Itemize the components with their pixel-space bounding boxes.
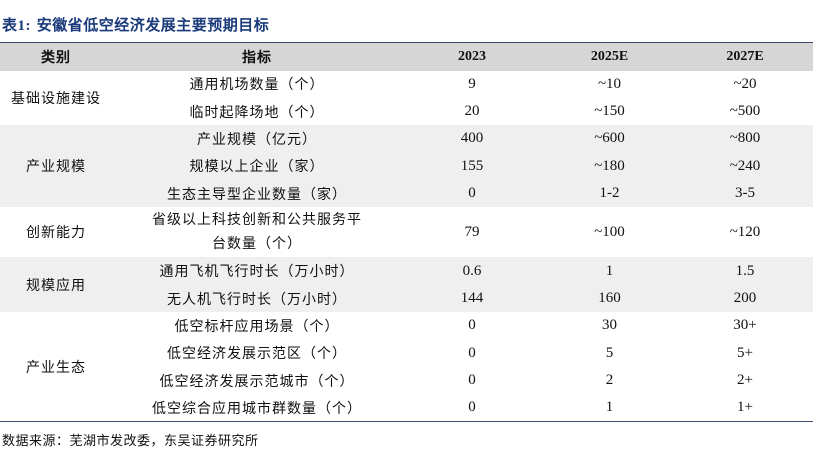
- value-2025e-cell: 30: [542, 312, 677, 340]
- value-2023-cell: 0.6: [402, 257, 542, 285]
- value-2023-cell: 0: [402, 367, 542, 395]
- value-2027e-cell: ~120: [677, 207, 813, 258]
- value-2025e-cell: 160: [542, 284, 677, 313]
- table-title: 表1: 安徽省低空经济发展主要预期目标: [2, 14, 269, 35]
- value-2023-cell: 400: [402, 125, 542, 153]
- indicator-cell: 低空经济发展示范城市（个）: [112, 367, 402, 395]
- indicator-cell: 通用飞机飞行时长（万小时）: [112, 257, 402, 285]
- table-row: 无人机飞行时长（万小时） 144 160 200: [0, 284, 813, 313]
- value-2027e-cell: 3-5: [677, 180, 813, 208]
- value-2023-cell: 9: [402, 70, 542, 98]
- category-cell: 创新能力: [0, 207, 112, 258]
- indicator-cell: 规模以上企业（家）: [112, 152, 402, 181]
- value-2025e-cell: ~180: [542, 152, 677, 181]
- value-2027e-cell: 1+: [677, 394, 813, 423]
- indicator-cell: 低空标杆应用场景（个）: [112, 312, 402, 340]
- value-2027e-cell: 1.5: [677, 257, 813, 285]
- indicator-cell: 临时起降场地（个）: [112, 97, 402, 126]
- value-2023-cell: 0: [402, 394, 542, 423]
- table-header-row: 类别 指标 2023 2025E 2027E: [0, 42, 813, 71]
- value-2027e-cell: ~800: [677, 125, 813, 153]
- table-row: 创新能力 省级以上科技创新和公共服务平台数量（个） 79 ~100 ~120: [0, 207, 813, 258]
- category-cell: 基础设施建设: [0, 70, 112, 126]
- table-row: 基础设施建设 通用机场数量（个） 9 ~10 ~20: [0, 70, 813, 126]
- table-row: 临时起降场地（个） 20 ~150 ~500: [0, 97, 813, 126]
- indicator-cell: 通用机场数量（个）: [112, 70, 402, 98]
- table-row: 低空综合应用城市群数量（个） 0 1 1+: [0, 394, 813, 423]
- header-2025e: 2025E: [542, 42, 677, 71]
- table-row: 规模应用 通用飞机飞行时长（万小时） 0.6 1 1.5: [0, 257, 813, 313]
- value-2027e-cell: ~20: [677, 70, 813, 98]
- value-2025e-cell: 2: [542, 367, 677, 395]
- value-2025e-cell: 1: [542, 257, 677, 285]
- header-category: 类别: [0, 42, 112, 71]
- value-2025e-cell: 5: [542, 339, 677, 368]
- indicator-cell: 低空经济发展示范区（个）: [112, 339, 402, 368]
- table-title-prefix: 表1:: [2, 18, 31, 34]
- value-2025e-cell: ~600: [542, 125, 677, 153]
- category-cell: 产业规模: [0, 125, 112, 208]
- value-2027e-cell: 30+: [677, 312, 813, 340]
- table-row: 规模以上企业（家） 155 ~180 ~240: [0, 152, 813, 181]
- value-2025e-cell: ~10: [542, 70, 677, 98]
- value-2023-cell: 79: [402, 207, 542, 258]
- header-2023: 2023: [402, 42, 542, 71]
- category-cell: 产业生态: [0, 312, 112, 423]
- category-cell: 规模应用: [0, 257, 112, 313]
- table-body: 基础设施建设 通用机场数量（个） 9 ~10 ~20 临时起降场地（个） 20 ~150 ~50…: [0, 70, 813, 423]
- header-indicator: 指标: [112, 42, 402, 71]
- value-2023-cell: 155: [402, 152, 542, 181]
- value-2025e-cell: ~150: [542, 97, 677, 126]
- indicator-cell: 省级以上科技创新和公共服务平台数量（个）: [112, 207, 402, 258]
- table-row: 低空经济发展示范区（个） 0 5 5+: [0, 339, 813, 368]
- table-title-text: 安徽省低空经济发展主要预期目标: [36, 16, 270, 34]
- value-2027e-cell: 2+: [677, 367, 813, 395]
- value-2025e-cell: 1-2: [542, 180, 677, 208]
- value-2025e-cell: 1: [542, 394, 677, 423]
- source-note: 数据来源：芜湖市发改委，东吴证券研究所: [2, 434, 259, 449]
- value-2023-cell: 144: [402, 284, 542, 313]
- value-2027e-cell: 200: [677, 284, 813, 313]
- value-2027e-cell: ~500: [677, 97, 813, 126]
- value-2025e-cell: ~100: [542, 207, 677, 258]
- indicator-cell: 低空综合应用城市群数量（个）: [112, 394, 402, 423]
- table-row: 产业规模 产业规模（亿元） 400 ~600 ~800: [0, 125, 813, 208]
- table-row: 生态主导型企业数量（家） 0 1-2 3-5: [0, 180, 813, 208]
- value-2023-cell: 0: [402, 312, 542, 340]
- value-2023-cell: 0: [402, 180, 542, 208]
- value-2027e-cell: ~240: [677, 152, 813, 181]
- targets-table: 类别 指标 2023 2025E 2027E 基础设施建设 通用机场数量（个） 9 ~…: [0, 42, 813, 423]
- value-2023-cell: 0: [402, 339, 542, 368]
- indicator-cell: 无人机飞行时长（万小时）: [112, 284, 402, 313]
- value-2027e-cell: 5+: [677, 339, 813, 368]
- indicator-cell: 产业规模（亿元）: [112, 125, 402, 153]
- indicator-cell: 生态主导型企业数量（家）: [112, 180, 402, 208]
- table-row: 产业生态 低空标杆应用场景（个） 0 30 30+: [0, 312, 813, 423]
- header-2027e: 2027E: [677, 42, 813, 71]
- value-2023-cell: 20: [402, 97, 542, 126]
- table-row: 低空经济发展示范城市（个） 0 2 2+: [0, 367, 813, 395]
